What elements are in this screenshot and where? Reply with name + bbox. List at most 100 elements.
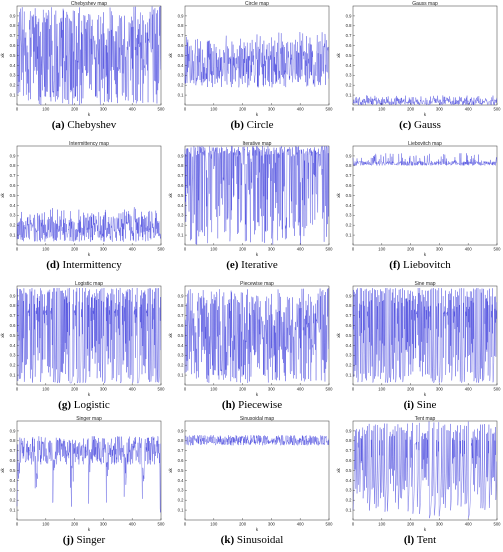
y-tick-label: 0.3 <box>178 488 184 493</box>
x-tick-label: 100 <box>210 247 218 252</box>
x-tick-label: 500 <box>158 247 166 252</box>
y-tick-label: 0.8 <box>10 438 16 443</box>
y-tick-label: 0.3 <box>178 353 184 358</box>
y-tick-label: 0.5 <box>178 193 184 198</box>
y-tick-label: 0.4 <box>10 203 16 208</box>
y-tick-label: 0.5 <box>178 468 184 473</box>
caption-name: Liebovitch <box>403 259 451 271</box>
x-tick-label: 500 <box>326 387 334 392</box>
plot-sine: Sine map 0.1 0.2 0.3 0.4 0.5 0.6 0.7 0.8 0.9 0 100 2… <box>336 281 502 397</box>
x-tick-label: 0 <box>352 247 355 252</box>
caption-letter: (g) <box>58 399 71 411</box>
panel-caption: (a) Chebyshev <box>0 119 168 131</box>
y-tick-label: 0.6 <box>178 43 184 48</box>
series-line <box>16 207 161 242</box>
y-tick-label: 0.4 <box>10 63 16 68</box>
y-tick-label: 0.9 <box>178 293 184 298</box>
y-tick-label: 0.4 <box>346 478 352 483</box>
y-tick-label: 0.6 <box>346 323 352 328</box>
x-tick-label: 500 <box>494 387 502 392</box>
caption-letter: (e) <box>226 259 239 271</box>
y-tick-label: 0.2 <box>10 83 16 88</box>
x-axis-label: k <box>424 392 427 397</box>
y-tick-label: 0.7 <box>178 33 184 38</box>
caption-name: Tent <box>416 534 437 546</box>
x-tick-label: 300 <box>436 107 444 112</box>
y-tick-label: 0.8 <box>10 163 16 168</box>
y-tick-label: 0.5 <box>10 468 16 473</box>
caption-name: Iterative <box>241 259 278 271</box>
y-tick-label: 0.7 <box>10 33 16 38</box>
x-tick-label: 300 <box>268 522 276 527</box>
y-tick-label: 0.6 <box>178 458 184 463</box>
x-axis-label: k <box>256 392 259 397</box>
caption-letter: (c) <box>399 119 412 131</box>
y-tick-label: 0.1 <box>346 373 352 378</box>
x-tick-label: 200 <box>407 522 415 527</box>
y-axis-label: xk <box>168 333 173 338</box>
y-tick-label: 0.1 <box>178 373 184 378</box>
axes-frame <box>16 145 162 246</box>
panel-intermittency: Intermittency map 0.1 0.2 0.3 0.4 0.5 0.6 0.7 0.… <box>0 140 168 277</box>
caption-name: Gauss <box>414 119 441 131</box>
plot-intermittency: Intermittency map 0.1 0.2 0.3 0.4 0.5 0.6 0.7 0.… <box>0 141 166 257</box>
y-tick-label: 0.7 <box>10 313 16 318</box>
y-tick-label: 0.2 <box>10 363 16 368</box>
x-tick-label: 100 <box>210 107 218 112</box>
x-tick-label: 300 <box>268 387 276 392</box>
caption-letter: (d) <box>46 259 60 271</box>
caption-letter: (b) <box>230 119 244 131</box>
x-tick-label: 0 <box>184 107 187 112</box>
panel-circle: Circle map 0.1 0.2 0.3 0.4 0.5 0.6 0.7 0.8 0.9 0 10… <box>168 0 336 137</box>
y-tick-label: 0.5 <box>346 333 352 338</box>
series-line <box>184 146 329 245</box>
y-tick-label: 0.2 <box>10 498 16 503</box>
caption-letter: (f) <box>389 259 401 271</box>
y-tick-label: 0.2 <box>178 498 184 503</box>
y-tick-label: 0.5 <box>178 53 184 58</box>
panel-tent: Tent map 0.1 0.2 0.3 0.4 0.5 0.6 0.7 0.8 0.9 0 100 2… <box>336 415 503 552</box>
series-line <box>184 434 329 446</box>
y-tick-label: 0.9 <box>346 293 352 298</box>
plot-title: Logistic map <box>75 281 103 287</box>
y-tick-label: 0.8 <box>178 438 184 443</box>
x-tick-label: 100 <box>378 522 386 527</box>
x-tick-label: 400 <box>297 522 305 527</box>
x-tick-label: 200 <box>239 247 247 252</box>
caption-letter: (h) <box>221 399 236 411</box>
y-axis-label: xk <box>168 53 173 58</box>
y-tick-label: 0.6 <box>178 323 184 328</box>
y-axis-label: xk <box>336 193 341 198</box>
caption-name: Sine <box>416 399 437 411</box>
y-tick-label: 0.5 <box>178 333 184 338</box>
x-tick-label: 500 <box>494 247 502 252</box>
x-tick-label: 500 <box>494 522 502 527</box>
panel-caption: (d) Intermittency <box>0 259 168 271</box>
y-tick-label: 0.2 <box>346 83 352 88</box>
plot-tent: Tent map 0.1 0.2 0.3 0.4 0.5 0.6 0.7 0.8 0.9 0 100 2… <box>336 416 502 532</box>
series-line <box>352 95 497 106</box>
panel-sinusoidal: Sinusoidal map 0.1 0.2 0.3 0.4 0.5 0.6 0.7 0.8 0.… <box>168 415 336 552</box>
x-tick-label: 200 <box>407 107 415 112</box>
x-tick-label: 100 <box>210 387 218 392</box>
y-tick-label: 0.1 <box>10 373 16 378</box>
y-tick-label: 0.3 <box>346 488 352 493</box>
y-tick-label: 0.7 <box>346 448 352 453</box>
caption-letter: (k) <box>220 534 235 546</box>
x-tick-label: 200 <box>71 387 79 392</box>
plot-sinusoidal: Sinusoidal map 0.1 0.2 0.3 0.4 0.5 0.6 0.7 0.8 0.… <box>168 416 333 532</box>
y-tick-label: 0.1 <box>178 508 184 513</box>
plot-circle: Circle map 0.1 0.2 0.3 0.4 0.5 0.6 0.7 0.8 0.9 0 10… <box>168 1 333 117</box>
series-line <box>352 153 497 167</box>
x-tick-label: 300 <box>100 247 108 252</box>
x-tick-label: 300 <box>268 107 276 112</box>
caption-name: Singer <box>76 534 106 546</box>
x-tick-label: 400 <box>129 522 137 527</box>
y-tick-label: 0.3 <box>346 213 352 218</box>
y-tick-label: 0.9 <box>178 13 184 18</box>
panel-singer: Singer map 0.1 0.2 0.3 0.4 0.5 0.6 0.7 0.8 0.9 0 10… <box>0 415 168 552</box>
y-tick-label: 0.4 <box>10 343 16 348</box>
caption-name: Sinusoidal <box>236 534 284 546</box>
caption-name: Circle <box>246 119 274 131</box>
series-line <box>352 421 497 519</box>
